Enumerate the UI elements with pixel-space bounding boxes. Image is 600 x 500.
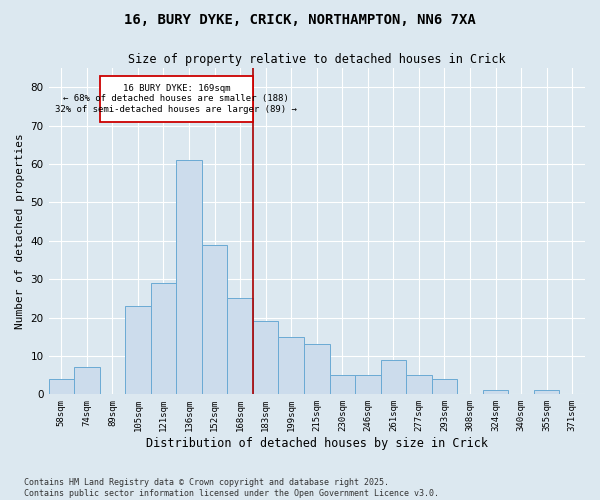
X-axis label: Distribution of detached houses by size in Crick: Distribution of detached houses by size … bbox=[146, 437, 488, 450]
Bar bbox=[534, 390, 559, 394]
Bar bbox=[125, 306, 151, 394]
Text: Contains HM Land Registry data © Crown copyright and database right 2025.
Contai: Contains HM Land Registry data © Crown c… bbox=[24, 478, 439, 498]
Bar bbox=[253, 322, 278, 394]
Text: 16, BURY DYKE, CRICK, NORTHAMPTON, NN6 7XA: 16, BURY DYKE, CRICK, NORTHAMPTON, NN6 7… bbox=[124, 12, 476, 26]
Bar bbox=[74, 368, 100, 394]
Bar bbox=[176, 160, 202, 394]
Text: 16 BURY DYKE: 169sqm
← 68% of detached houses are smaller (188)
32% of semi-deta: 16 BURY DYKE: 169sqm ← 68% of detached h… bbox=[55, 84, 297, 114]
Bar bbox=[151, 283, 176, 395]
Bar bbox=[227, 298, 253, 394]
Bar bbox=[380, 360, 406, 394]
Bar bbox=[304, 344, 329, 395]
Bar bbox=[49, 379, 74, 394]
Bar bbox=[483, 390, 508, 394]
Bar bbox=[329, 375, 355, 394]
Bar bbox=[202, 244, 227, 394]
FancyBboxPatch shape bbox=[100, 76, 253, 122]
Bar bbox=[406, 375, 432, 394]
Bar bbox=[278, 337, 304, 394]
Bar bbox=[432, 379, 457, 394]
Title: Size of property relative to detached houses in Crick: Size of property relative to detached ho… bbox=[128, 52, 506, 66]
Y-axis label: Number of detached properties: Number of detached properties bbox=[15, 134, 25, 329]
Bar bbox=[355, 375, 380, 394]
